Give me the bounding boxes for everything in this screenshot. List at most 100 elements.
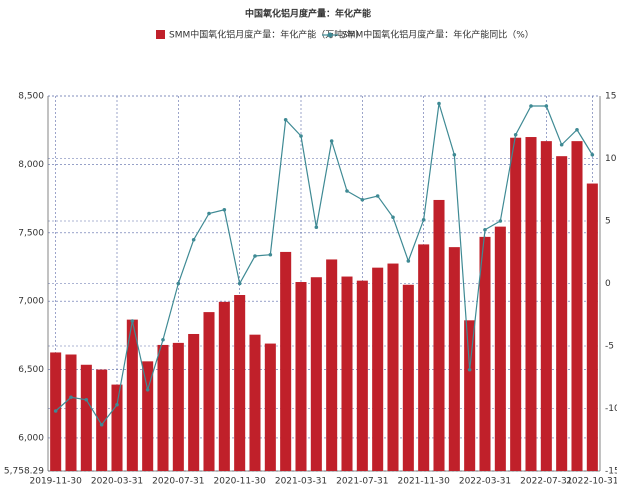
line-point <box>99 422 104 427</box>
line-point <box>145 387 150 392</box>
y-tick-label: 7,000 <box>18 297 44 307</box>
line-point <box>391 215 395 220</box>
x-tick-label: 2020-03-31 <box>91 477 143 487</box>
line-point <box>360 197 365 202</box>
line-point <box>590 152 595 157</box>
bar <box>157 344 169 471</box>
y2-tick-label: -5 <box>605 342 614 352</box>
bar <box>249 334 261 471</box>
y-tick-label: 7,500 <box>18 228 44 238</box>
bar <box>356 280 368 471</box>
y2-tick-label: -10 <box>605 404 617 414</box>
line-point <box>452 152 457 157</box>
x-tick-label: 2022-10-31 <box>566 477 617 487</box>
line-point <box>513 132 518 137</box>
legend-label: SMM中国氧化铝月度产量：年化产能（万吨/年） <box>169 29 364 41</box>
bar <box>203 312 215 471</box>
line-point <box>84 397 89 402</box>
bar <box>280 251 292 471</box>
y2-tick-label: 10 <box>605 154 617 164</box>
y-tick-label: 6,500 <box>18 365 44 375</box>
line-point <box>115 402 119 407</box>
line-point <box>314 225 319 230</box>
bar <box>556 156 568 471</box>
line-point <box>191 237 196 242</box>
bar <box>586 183 598 471</box>
bar <box>96 369 108 471</box>
bar <box>142 361 154 471</box>
x-tick-label: 2020-07-31 <box>152 477 204 487</box>
bar <box>80 364 92 471</box>
bar <box>448 247 460 471</box>
x-tick-label: 2022-07-31 <box>520 477 572 487</box>
x-tick-label: 2021-11-30 <box>398 477 451 487</box>
bar <box>65 354 77 471</box>
line-point <box>53 409 58 413</box>
x-tick-label: 2021-03-31 <box>275 477 327 487</box>
x-tick-label: 2019-11-30 <box>30 477 83 487</box>
bar <box>264 343 276 471</box>
y-tick-label: 8,000 <box>18 160 44 170</box>
legend-swatch <box>156 30 165 39</box>
bar <box>540 141 552 472</box>
line-point <box>69 395 73 400</box>
y-tick-label: 8,500 <box>18 92 44 102</box>
bar <box>234 295 246 471</box>
line-point <box>329 139 334 143</box>
bar <box>341 276 353 471</box>
line-point <box>375 194 380 198</box>
x-tick-label: 2021-07-31 <box>336 477 388 487</box>
line-point <box>222 207 227 212</box>
bar <box>418 244 430 471</box>
bar <box>111 384 123 471</box>
line-point <box>130 319 135 323</box>
line-point <box>299 134 303 138</box>
line-point <box>207 211 211 216</box>
bar <box>571 141 583 472</box>
line-point <box>237 281 242 286</box>
line-point <box>345 189 349 193</box>
bar <box>510 137 522 471</box>
line-point <box>176 281 181 286</box>
bar <box>326 259 338 471</box>
y2-tick-label: 5 <box>605 217 611 227</box>
x-tick-label: 2020-11-30 <box>214 477 267 487</box>
line-point <box>161 337 165 342</box>
line-point <box>529 104 533 108</box>
line-point <box>498 219 503 223</box>
line-point <box>483 227 487 232</box>
y2-tick-label: 15 <box>605 92 616 102</box>
bar <box>310 277 322 471</box>
bar <box>494 226 506 471</box>
chart-title: 中国氧化铝月度产量：年化产能 <box>245 8 371 20</box>
line <box>55 103 593 426</box>
bar <box>188 333 200 471</box>
line-point <box>575 127 579 132</box>
line-point <box>268 252 273 257</box>
line-point <box>421 217 426 222</box>
y2-tick-label: -15 <box>605 467 617 477</box>
bar <box>525 137 537 472</box>
line-point <box>437 101 441 106</box>
line-point <box>559 142 564 147</box>
bar <box>387 263 399 471</box>
line-point <box>253 254 257 258</box>
line-point <box>406 259 411 263</box>
bar <box>126 319 138 471</box>
bar <box>433 199 445 472</box>
bar <box>372 267 384 471</box>
line-point <box>467 367 472 372</box>
line-point <box>544 104 549 108</box>
bar <box>402 284 414 471</box>
y2-tick-label: 0 <box>605 279 611 289</box>
legend-label: SMM中国氧化铝月度产量：年化产能同比（%） <box>342 29 534 41</box>
line-point <box>283 117 288 122</box>
legend-dot <box>327 32 333 38</box>
bar <box>464 320 476 471</box>
bar <box>479 236 491 471</box>
x-tick-label: 2022-03-31 <box>459 477 511 487</box>
bar <box>295 282 307 471</box>
y-tick-label: 5,758.29 <box>4 467 44 477</box>
y-tick-label: 6,000 <box>18 433 44 443</box>
